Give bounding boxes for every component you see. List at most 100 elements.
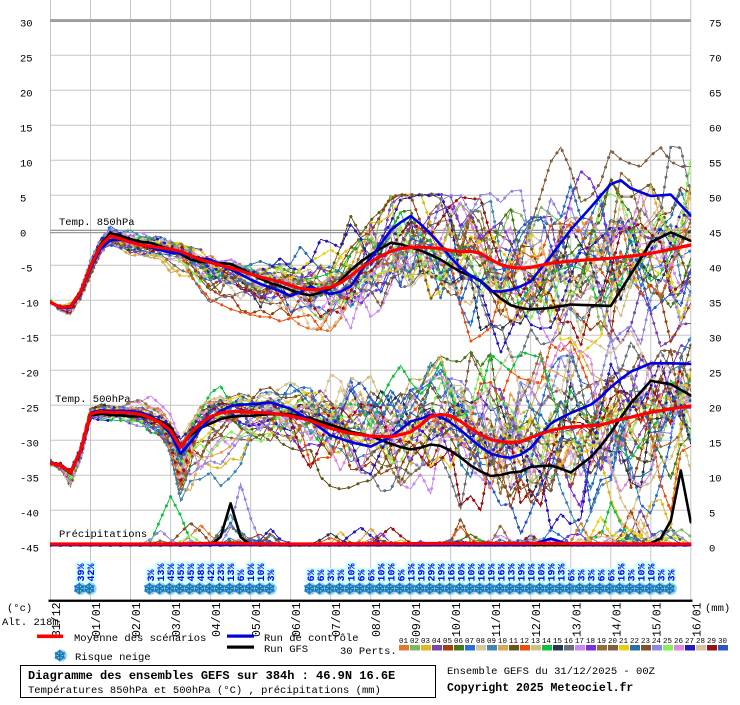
svg-text:31/12: 31/12 [51,602,64,637]
svg-text:❄: ❄ [54,649,67,666]
svg-text:❄: ❄ [353,582,366,599]
svg-text:3%: 3% [337,569,348,581]
svg-text:❄: ❄ [493,582,506,599]
svg-text:6%: 6% [317,569,328,581]
svg-text:45: 45 [709,229,722,241]
svg-text:30 Perts.: 30 Perts. [340,646,397,658]
svg-text:09: 09 [487,638,496,646]
svg-text:6%: 6% [357,569,368,581]
svg-text:14/01: 14/01 [611,602,624,637]
svg-text:08/01: 08/01 [371,602,384,637]
svg-text:Run GFS: Run GFS [264,644,308,656]
svg-text:27: 27 [685,638,694,646]
svg-text:03: 03 [421,638,431,646]
svg-text:19%: 19% [437,563,448,581]
svg-text:05/01: 05/01 [251,602,264,637]
svg-text:65: 65 [709,89,722,101]
svg-text:Temp. 500hPa: Temp. 500hPa [55,394,131,406]
svg-text:17: 17 [575,638,584,646]
svg-text:3%: 3% [267,569,278,581]
svg-text:❄: ❄ [483,582,496,599]
svg-text:❄: ❄ [413,582,426,599]
svg-text:20: 20 [20,89,33,101]
svg-text:13: 13 [531,638,541,646]
svg-text:-30: -30 [20,439,39,451]
svg-text:02/01: 02/01 [131,602,144,637]
svg-text:(°c): (°c) [7,603,32,615]
svg-text:01/01: 01/01 [91,602,104,637]
svg-text:❄: ❄ [213,582,226,599]
svg-text:04: 04 [432,638,442,646]
svg-text:01: 01 [399,638,409,646]
svg-text:42%: 42% [207,563,218,581]
svg-text:50: 50 [709,194,722,206]
svg-text:10: 10 [20,159,33,171]
svg-text:16%: 16% [497,563,508,581]
svg-text:11/01: 11/01 [491,602,504,637]
svg-text:13%: 13% [157,563,168,581]
svg-text:❄: ❄ [613,582,626,599]
svg-text:6%: 6% [397,569,408,581]
svg-text:❄: ❄ [393,582,406,599]
svg-text:3%: 3% [667,569,678,581]
svg-text:Précipitations: Précipitations [59,529,147,541]
svg-text:❄: ❄ [633,582,646,599]
svg-text:25: 25 [20,54,33,66]
svg-text:❄: ❄ [303,582,316,599]
svg-text:❄: ❄ [593,582,606,599]
svg-text:29: 29 [707,638,716,646]
svg-text:12: 12 [520,638,529,646]
svg-text:-20: -20 [20,369,39,381]
svg-text:10%: 10% [347,563,358,581]
svg-text:10: 10 [498,638,508,646]
svg-text:10/01: 10/01 [451,602,464,637]
svg-text:-10: -10 [20,299,39,311]
svg-text:❄: ❄ [253,582,266,599]
svg-text:-35: -35 [20,474,39,486]
svg-text:18: 18 [586,638,595,646]
svg-text:30: 30 [709,334,722,346]
svg-text:07: 07 [465,638,474,646]
svg-text:❄: ❄ [263,582,276,599]
svg-text:19%: 19% [547,563,558,581]
svg-text:13/01: 13/01 [571,602,584,637]
svg-text:10%: 10% [257,563,268,581]
svg-text:❄: ❄ [643,582,656,599]
svg-text:❄: ❄ [603,582,616,599]
svg-text:❄: ❄ [203,582,216,599]
svg-text:❄: ❄ [443,582,456,599]
svg-text:5: 5 [709,509,715,521]
svg-text:-40: -40 [20,509,39,521]
svg-text:❄: ❄ [193,582,206,599]
svg-text:13%: 13% [507,563,518,581]
svg-text:07/01: 07/01 [331,602,344,637]
svg-text:19%: 19% [487,563,498,581]
svg-text:16/01: 16/01 [691,602,704,637]
svg-text:❄: ❄ [83,582,96,599]
svg-text:❄: ❄ [343,582,356,599]
svg-text:3%: 3% [587,569,598,581]
svg-text:❄: ❄ [663,582,676,599]
svg-text:Copyright 2025 Meteociel.fr: Copyright 2025 Meteociel.fr [447,682,633,695]
svg-text:42%: 42% [87,563,98,581]
svg-text:12/01: 12/01 [531,602,544,637]
svg-text:❄: ❄ [473,582,486,599]
svg-text:❄: ❄ [333,582,346,599]
svg-text:❄: ❄ [153,582,166,599]
svg-text:3%: 3% [147,569,158,581]
svg-text:26: 26 [674,638,684,646]
svg-text:Risque neige: Risque neige [75,652,151,664]
svg-text:❄: ❄ [543,582,556,599]
svg-text:60: 60 [709,124,722,136]
svg-text:10: 10 [709,474,722,486]
svg-text:30: 30 [20,19,33,31]
svg-text:❄: ❄ [503,582,516,599]
svg-text:23: 23 [641,638,651,646]
svg-text:Temp. 850hPa: Temp. 850hPa [59,217,135,229]
svg-text:10%: 10% [247,563,258,581]
svg-text:(mm): (mm) [705,603,730,615]
svg-text:-25: -25 [20,404,39,416]
svg-text:Alt. 218m: Alt. 218m [2,617,59,629]
svg-text:45%: 45% [177,563,188,581]
svg-text:6%: 6% [237,569,248,581]
